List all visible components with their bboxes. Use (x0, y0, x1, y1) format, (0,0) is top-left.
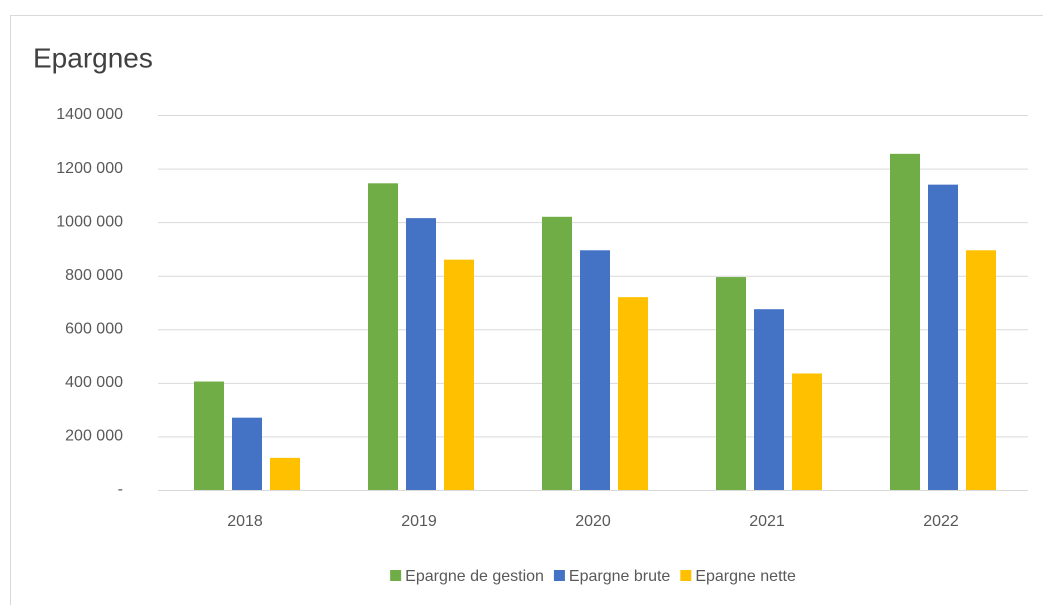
x-tick-label: 2019 (401, 513, 437, 530)
bar (406, 218, 436, 490)
y-tick-label: 1000 000 (56, 213, 123, 230)
y-tick-label: 1200 000 (56, 160, 123, 177)
bar (928, 184, 958, 490)
bar (618, 297, 648, 490)
bar (444, 259, 474, 490)
bar (966, 250, 996, 490)
bar (890, 153, 920, 490)
y-tick-label: 800 000 (65, 267, 123, 284)
bar (194, 381, 224, 490)
legend-label: Epargne nette (695, 568, 796, 585)
x-tick-label: 2021 (749, 513, 785, 530)
bar (580, 250, 610, 490)
legend-swatch (680, 570, 692, 581)
chart-title: Epargnes (33, 42, 153, 73)
legend-swatch (553, 570, 565, 581)
y-tick-label: 600 000 (65, 321, 123, 338)
y-tick-label: - (118, 481, 123, 498)
x-tick-label: 2018 (227, 513, 263, 530)
legend-label: Epargne brute (569, 568, 671, 585)
x-tick-label: 2020 (575, 513, 611, 530)
bar (368, 183, 398, 490)
bar (232, 417, 262, 490)
bar (542, 216, 572, 491)
bar (754, 309, 784, 490)
legend-swatch (390, 570, 402, 581)
bar (270, 457, 300, 490)
x-tick-label: 2022 (923, 513, 959, 530)
chart-border (10, 15, 1043, 605)
y-tick-label: 1400 000 (56, 106, 123, 123)
y-tick-label: 200 000 (65, 428, 123, 445)
y-tick-label: 400 000 (65, 374, 123, 391)
bar (792, 373, 822, 490)
legend-label: Epargne de gestion (405, 568, 544, 585)
bar (716, 277, 746, 490)
